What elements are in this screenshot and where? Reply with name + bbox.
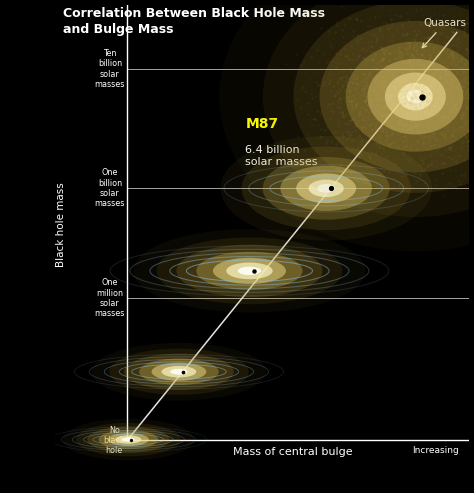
Ellipse shape bbox=[122, 437, 135, 442]
Ellipse shape bbox=[398, 83, 433, 110]
Ellipse shape bbox=[152, 363, 206, 381]
Ellipse shape bbox=[99, 430, 158, 449]
Ellipse shape bbox=[220, 136, 432, 241]
Text: Quasars: Quasars bbox=[422, 18, 466, 48]
Ellipse shape bbox=[263, 0, 474, 217]
Ellipse shape bbox=[115, 435, 141, 444]
Ellipse shape bbox=[124, 353, 234, 390]
Text: Mass of central bulge: Mass of central bulge bbox=[233, 447, 353, 457]
Ellipse shape bbox=[293, 0, 474, 193]
Text: M87: M87 bbox=[246, 117, 278, 131]
Ellipse shape bbox=[242, 146, 411, 230]
Text: One
billion
solar
masses: One billion solar masses bbox=[95, 168, 125, 209]
Ellipse shape bbox=[226, 262, 273, 279]
Ellipse shape bbox=[63, 419, 194, 460]
Ellipse shape bbox=[196, 252, 302, 290]
Ellipse shape bbox=[318, 184, 335, 193]
Text: One
million
solar
masses: One million solar masses bbox=[95, 278, 125, 318]
Ellipse shape bbox=[87, 426, 169, 453]
Ellipse shape bbox=[76, 423, 181, 456]
Ellipse shape bbox=[92, 343, 266, 401]
Ellipse shape bbox=[407, 90, 424, 104]
Ellipse shape bbox=[263, 157, 390, 220]
Text: Ten
billion
solar
masses: Ten billion solar masses bbox=[95, 49, 125, 89]
Ellipse shape bbox=[108, 433, 149, 446]
Ellipse shape bbox=[346, 41, 474, 152]
Text: Increasing: Increasing bbox=[412, 446, 459, 455]
Ellipse shape bbox=[385, 72, 446, 121]
Ellipse shape bbox=[133, 229, 365, 313]
Ellipse shape bbox=[219, 0, 474, 251]
Text: No
black
hole: No black hole bbox=[103, 425, 125, 456]
Ellipse shape bbox=[176, 245, 322, 297]
Ellipse shape bbox=[309, 179, 344, 197]
Text: 6.4 billion
solar masses: 6.4 billion solar masses bbox=[246, 145, 318, 167]
Text: Correlation Between Black Hole Mass
and Bulge Mass: Correlation Between Black Hole Mass and … bbox=[63, 7, 325, 36]
Ellipse shape bbox=[139, 358, 219, 385]
Ellipse shape bbox=[280, 166, 372, 211]
Ellipse shape bbox=[213, 258, 286, 284]
Ellipse shape bbox=[238, 267, 261, 275]
Ellipse shape bbox=[170, 369, 188, 375]
Ellipse shape bbox=[367, 59, 463, 135]
Ellipse shape bbox=[296, 174, 356, 203]
Ellipse shape bbox=[156, 238, 342, 304]
Ellipse shape bbox=[109, 349, 248, 395]
Text: Black hole mass: Black hole mass bbox=[56, 182, 66, 267]
Ellipse shape bbox=[319, 21, 474, 172]
Ellipse shape bbox=[162, 366, 196, 378]
